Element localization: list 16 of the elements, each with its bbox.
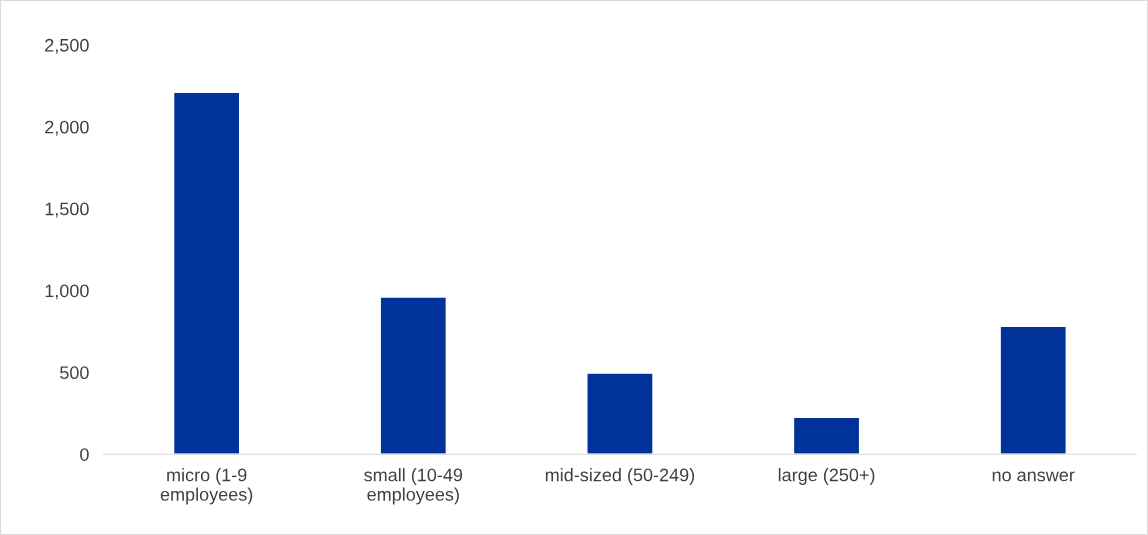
x-tick-label: large (250+) bbox=[778, 468, 875, 485]
x-tick-label: micro (1-9 employees) bbox=[160, 468, 253, 505]
y-tick-label: 0 bbox=[80, 448, 89, 461]
y-tick-label: 1,500 bbox=[45, 202, 89, 218]
bar bbox=[172, 91, 241, 455]
bar bbox=[586, 372, 654, 455]
y-tick-label: 500 bbox=[60, 366, 89, 380]
x-tick-label: no answer bbox=[992, 471, 1075, 482]
y-tick-label: 2,500 bbox=[45, 38, 89, 54]
y-tick-label: 2,000 bbox=[45, 120, 89, 136]
x-tick-label: mid-sized (50-249) bbox=[545, 468, 695, 485]
bar bbox=[792, 416, 861, 455]
bar bbox=[999, 325, 1067, 455]
y-tick-label: 1,000 bbox=[45, 284, 89, 300]
bar bbox=[379, 296, 448, 455]
x-tick-label: small (10-49 employees) bbox=[364, 468, 463, 505]
